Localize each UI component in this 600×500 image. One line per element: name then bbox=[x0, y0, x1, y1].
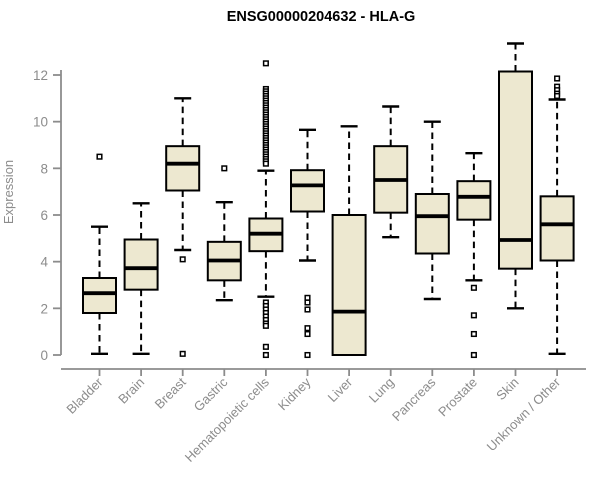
y-tick-label: 4 bbox=[40, 255, 48, 270]
outlier-point bbox=[470, 312, 477, 319]
outlier-point bbox=[304, 351, 311, 359]
x-category-label-unknown-other: Unknown / Other bbox=[484, 374, 564, 454]
outlier-point bbox=[470, 351, 477, 359]
iqr-box bbox=[331, 214, 367, 356]
y-tick-label: 8 bbox=[40, 161, 48, 176]
x-category-label-bladder: Bladder bbox=[63, 374, 106, 417]
y-tick-label: 0 bbox=[40, 348, 48, 363]
x-category-label-pancreas: Pancreas bbox=[389, 374, 439, 424]
y-tick-label: 2 bbox=[40, 301, 48, 316]
x-category-label-liver: Liver bbox=[325, 374, 356, 405]
y-axis-label: Expression bbox=[1, 160, 16, 224]
iqr-box bbox=[165, 145, 201, 192]
box-liver bbox=[331, 125, 367, 356]
box-hematopoietic-cells bbox=[248, 60, 284, 359]
x-category-label-lung: Lung bbox=[366, 375, 397, 406]
x-category-label-breast: Breast bbox=[152, 374, 189, 411]
outlier-point bbox=[262, 343, 269, 350]
outlier-point bbox=[262, 60, 269, 67]
x-category-label-prostate: Prostate bbox=[435, 375, 480, 420]
y-tick-label: 10 bbox=[33, 115, 48, 130]
box-bladder bbox=[82, 153, 117, 356]
outlier-point bbox=[304, 299, 311, 306]
box-lung bbox=[373, 105, 409, 239]
chart-title: ENSG00000204632 - HLA-G bbox=[227, 9, 416, 25]
iqr-box bbox=[290, 169, 325, 213]
boxes bbox=[82, 42, 575, 359]
box-unknown-other bbox=[539, 75, 575, 356]
box-brain bbox=[123, 202, 159, 356]
iqr-box bbox=[82, 277, 117, 315]
outlier-point bbox=[179, 256, 186, 263]
box-kidney bbox=[290, 128, 325, 359]
outlier-point bbox=[304, 294, 311, 301]
outlier-point bbox=[470, 330, 477, 338]
y-tick-label: 6 bbox=[40, 208, 48, 223]
box-prostate bbox=[456, 151, 492, 359]
iqr-box bbox=[498, 70, 533, 270]
outlier-point bbox=[262, 160, 269, 167]
outlier-point bbox=[262, 322, 269, 329]
outlier-point bbox=[304, 330, 311, 338]
box-breast bbox=[165, 97, 201, 357]
outlier-point bbox=[221, 165, 228, 172]
box-skin bbox=[498, 42, 533, 310]
outlier-point bbox=[262, 351, 269, 359]
iqr-box bbox=[539, 195, 575, 262]
outlier-point bbox=[470, 284, 477, 291]
x-category-label-brain: Brain bbox=[115, 375, 147, 407]
iqr-box bbox=[123, 238, 159, 291]
x-category-label-gastric: Gastric bbox=[191, 374, 231, 414]
y-tick-label: 12 bbox=[33, 68, 48, 83]
box-gastric bbox=[206, 165, 242, 302]
x-category-label-skin: Skin bbox=[493, 375, 521, 403]
iqr-box bbox=[456, 180, 492, 221]
outlier-point bbox=[554, 92, 561, 100]
outlier-point bbox=[304, 325, 311, 332]
outlier-point bbox=[96, 153, 103, 160]
outlier-point bbox=[304, 306, 311, 313]
box-pancreas bbox=[414, 120, 450, 301]
x-category-label-kidney: Kidney bbox=[275, 374, 314, 413]
iqr-box bbox=[414, 193, 450, 255]
outlier-point bbox=[179, 350, 186, 357]
outlier-point bbox=[554, 75, 561, 82]
